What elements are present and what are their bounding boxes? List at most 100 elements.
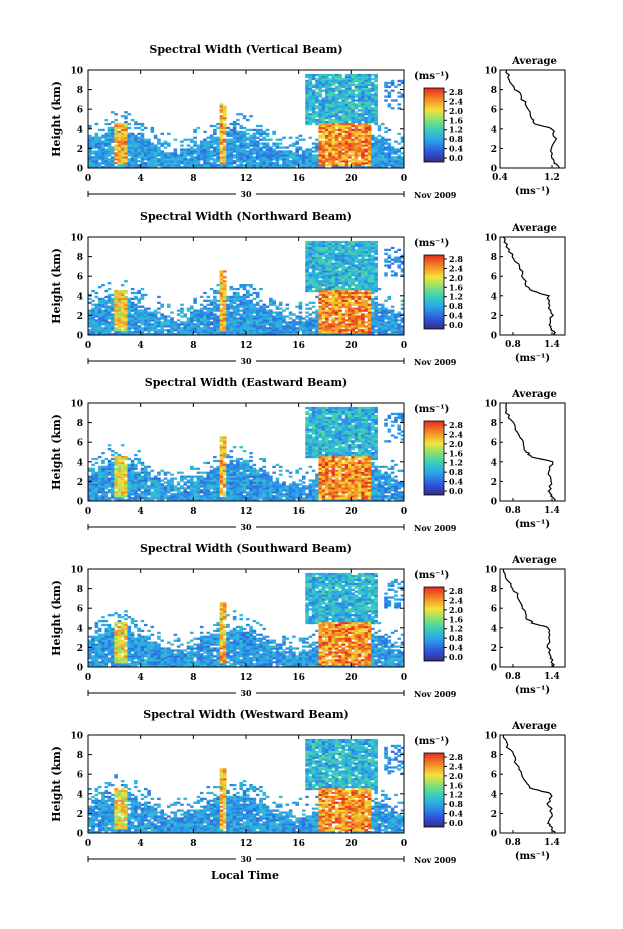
- heatmap-cell: [120, 469, 125, 472]
- heatmap-cell: [242, 117, 247, 120]
- heatmap-cell: [134, 477, 138, 480]
- heatmap-cell: [354, 79, 359, 83]
- heatmap-cell: [361, 305, 365, 308]
- heatmap-cell: [361, 325, 365, 328]
- heatmap-cell: [242, 134, 247, 137]
- heatmap-cell: [361, 333, 365, 336]
- heatmap-cell: [328, 331, 332, 334]
- heatmap-cell: [357, 79, 362, 83]
- heatmap-cell: [367, 242, 372, 246]
- heatmap-cell: [371, 99, 375, 102]
- heatmap-cell: [252, 138, 257, 141]
- heatmap-cell: [318, 93, 323, 96]
- heatmap-cell: [367, 276, 372, 279]
- heatmap-cell: [328, 278, 332, 281]
- heatmap-cell: [361, 144, 365, 147]
- heatmap-cell: [357, 276, 362, 279]
- heatmap-cell: [348, 311, 352, 314]
- heatmap-cell: [351, 97, 355, 100]
- heatmap-cell: [361, 258, 365, 261]
- heatmap-cell: [344, 303, 349, 306]
- heatmap-cell: [328, 138, 332, 141]
- heatmap-cell: [216, 156, 220, 159]
- heatmap-cell: [331, 89, 336, 92]
- heatmap-cell: [318, 250, 323, 253]
- heatmap-cell: [143, 473, 148, 476]
- heatmap-cell: [311, 305, 316, 308]
- heatmap-cell: [180, 493, 184, 496]
- heatmap-cell: [163, 321, 168, 324]
- heatmap-cell: [249, 325, 253, 328]
- heatmap-cell: [219, 317, 224, 320]
- heatmap-cell: [351, 327, 355, 330]
- heatmap-cell: [107, 331, 112, 334]
- heatmap-cell: [272, 319, 276, 322]
- heatmap-cell: [397, 256, 402, 259]
- heatmap-cell: [94, 162, 99, 165]
- heatmap-cell: [357, 152, 362, 155]
- heatmap-cell: [367, 117, 372, 120]
- heatmap-cell: [193, 158, 197, 161]
- heatmap-cell: [97, 477, 102, 480]
- heatmap-cell: [160, 325, 165, 328]
- colorbar-tick-label: 1.2: [449, 292, 463, 302]
- heatmap-cell: [265, 321, 270, 324]
- heatmap-cell: [348, 128, 352, 132]
- heatmap-cell: [357, 119, 362, 122]
- heatmap-cell: [278, 158, 283, 161]
- heatmap-cell: [239, 299, 244, 302]
- heatmap-cell: [140, 140, 145, 143]
- heatmap-cell: [318, 309, 323, 312]
- heatmap-cell: [140, 122, 145, 126]
- heatmap-cell: [219, 315, 224, 318]
- heatmap-cell: [374, 115, 378, 118]
- heatmap-cell: [173, 499, 178, 502]
- heatmap-cell: [94, 307, 99, 310]
- heatmap-cell: [140, 481, 145, 484]
- heatmap-cell: [374, 156, 378, 159]
- heatmap-cell: [246, 293, 250, 297]
- heatmap-cell: [236, 146, 240, 149]
- heatmap-cell: [107, 499, 112, 502]
- heatmap-cell: [147, 313, 151, 316]
- heatmap-cell: [265, 134, 270, 137]
- heatmap-cell: [259, 162, 263, 165]
- heatmap-cell: [328, 244, 332, 248]
- heatmap-cell: [111, 465, 115, 468]
- heatmap-cell: [285, 315, 290, 318]
- heatmap-cell: [222, 146, 227, 149]
- heatmap-cell: [219, 297, 224, 301]
- heatmap-cell: [374, 305, 378, 308]
- heatmap-cell: [334, 244, 339, 248]
- heatmap-cell: [229, 130, 234, 134]
- heatmap-cell: [222, 138, 227, 141]
- heatmap-cell: [111, 293, 115, 297]
- heatmap-cell: [94, 319, 99, 322]
- heatmap-cell: [255, 317, 260, 320]
- heatmap-cell: [219, 309, 224, 312]
- heatmap-cell: [101, 467, 105, 470]
- heatmap-cell: [374, 319, 378, 322]
- heatmap-cell: [348, 282, 352, 285]
- heatmap-cell: [111, 297, 115, 301]
- heatmap-cell: [137, 327, 141, 330]
- heatmap-cell: [160, 469, 165, 472]
- heatmap-cell: [325, 303, 329, 306]
- heatmap-cell: [357, 252, 362, 255]
- heatmap-cell: [374, 152, 378, 155]
- heatmap-cell: [183, 315, 188, 318]
- heatmap-cell: [163, 317, 168, 320]
- heatmap-cell: [107, 481, 112, 484]
- heatmap-cell: [387, 323, 392, 326]
- heatmap-cell: [130, 142, 135, 145]
- heatmap-cell: [321, 333, 326, 336]
- heatmap-cell: [180, 331, 184, 334]
- heatmap-cell: [301, 317, 306, 320]
- heatmap-cell: [278, 166, 283, 169]
- heatmap-cell: [325, 117, 329, 120]
- heatmap-cell: [325, 81, 329, 85]
- heatmap-cell: [101, 284, 105, 287]
- heatmap-cell: [91, 160, 95, 163]
- heatmap-cell: [143, 497, 148, 500]
- heatmap-cell: [216, 142, 220, 145]
